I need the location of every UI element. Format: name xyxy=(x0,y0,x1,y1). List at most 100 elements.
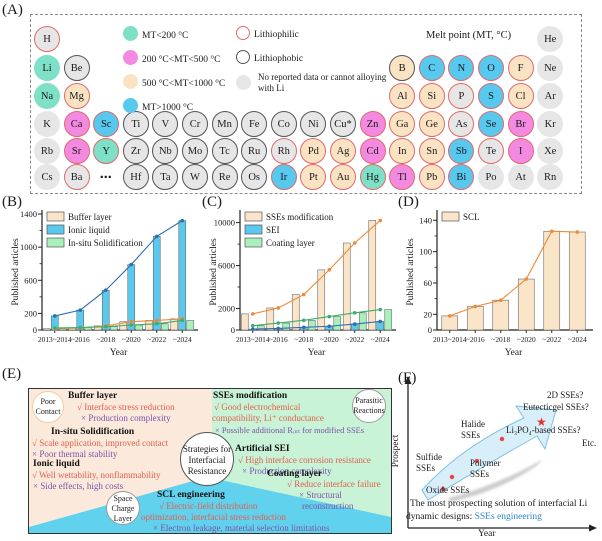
element-K: K xyxy=(34,111,60,137)
legend-label: MT<200 °C xyxy=(142,31,189,41)
element-Al: Al xyxy=(389,83,416,109)
legend-lithiophobic: Lithiophobic xyxy=(236,50,303,66)
milestone-dot xyxy=(440,486,446,492)
element-Ni: Ni xyxy=(300,111,327,137)
element-Au: Au xyxy=(330,164,356,190)
data-marker xyxy=(378,307,383,312)
bar xyxy=(256,325,265,331)
bar xyxy=(333,316,342,331)
y-tick-label: 60 xyxy=(424,278,433,288)
data-marker xyxy=(352,311,357,315)
element-Mn: Mn xyxy=(211,111,238,137)
data-marker xyxy=(549,229,554,234)
data-marker xyxy=(103,288,108,293)
element-Sn: Sn xyxy=(418,138,445,164)
bar xyxy=(441,315,459,331)
element-O: O xyxy=(478,55,504,81)
x-tick-label: 2013~2014 xyxy=(433,335,467,344)
legend-mt-lt200: MT<200 °C xyxy=(123,26,188,42)
legend-label: MT>1000 °C xyxy=(142,103,194,113)
legend-mt-gt1000: MT>1000 °C xyxy=(123,98,193,114)
element-Te: Te xyxy=(478,138,504,164)
legend-label: SCL xyxy=(463,212,480,222)
x-tick-label: ~2018 xyxy=(294,335,313,344)
data-marker xyxy=(301,325,306,330)
chart-sses-sei-coating: 0 2000 6000 10000 2013~2014 ~2016 ~2018 ~2020 ~2… xyxy=(204,204,399,366)
x-tick-label: ~2022 xyxy=(345,335,364,344)
legend-no-data xyxy=(236,75,255,91)
legend-lithiophilic: Lithiophilic xyxy=(236,26,299,42)
element-Sc: Sc xyxy=(93,111,120,137)
bar xyxy=(517,278,535,331)
x-tick-label: ~2020 xyxy=(517,335,536,344)
chart-c-svg: 0 2000 6000 10000 2013~2014 ~2016 ~2018 ~2020 ~2… xyxy=(209,210,396,358)
grey-swatch xyxy=(236,75,251,90)
element-Zn: Zn xyxy=(359,111,386,137)
element-In: In xyxy=(389,138,416,164)
trend-line xyxy=(252,320,381,330)
element-P: P xyxy=(448,83,475,109)
legend-swatch xyxy=(46,237,65,248)
legend-label: SSEs modification xyxy=(266,212,334,222)
bar xyxy=(42,328,51,331)
lithiophilic-ring-icon xyxy=(236,26,250,40)
year-axis-label: Year xyxy=(478,529,496,539)
element-Na: Na xyxy=(34,83,60,109)
legend-label: No reported data or cannot alloying xyxy=(258,72,387,82)
y-tick-label: 1000 xyxy=(20,242,37,252)
label-sulfide-sses: Sulfide SSEs xyxy=(416,452,442,473)
element-Cs: Cs xyxy=(34,164,60,190)
element-Cu: Cu* xyxy=(330,111,356,137)
element-Kr: Kr xyxy=(537,111,564,137)
element-At: At xyxy=(507,164,534,190)
x-tick-label: ~2018 xyxy=(96,335,115,344)
element-Cl: Cl xyxy=(507,83,534,109)
data-marker xyxy=(378,218,383,223)
bar xyxy=(568,231,586,331)
x-tick-label: ~2016 xyxy=(269,335,288,344)
scl-engineering-heading: SCL engineering xyxy=(157,490,225,500)
peach-swatch xyxy=(123,74,138,89)
element-Rh: Rh xyxy=(270,138,297,164)
data-marker xyxy=(276,306,281,310)
panel-e-label: (E) xyxy=(2,366,22,382)
lithiophobic-ring-icon xyxy=(236,50,250,64)
element-Ti: Ti xyxy=(122,111,149,137)
bar xyxy=(144,320,153,331)
artificial-sei-heading: Artificial SEI xyxy=(235,444,290,454)
y-axis-title: Published articles xyxy=(209,238,219,306)
element-Ar: Ar xyxy=(537,83,564,109)
bar xyxy=(466,306,484,331)
data-marker xyxy=(129,319,134,324)
data-marker xyxy=(129,262,134,267)
x-axis-title: Year xyxy=(308,348,326,358)
data-marker xyxy=(447,314,452,318)
element-Ru: Ru xyxy=(241,138,268,164)
panel-c-label: (C) xyxy=(202,194,222,210)
trend-line xyxy=(252,220,381,315)
element-Mg: Mg xyxy=(63,83,90,109)
x-tick-label: ~2022 xyxy=(542,335,561,344)
strategies-diagram: Poor Contact Parasitic Reactions Space C… xyxy=(28,388,392,534)
bar xyxy=(101,289,110,331)
legend-mt-200-500: 200 °C<MT<500 °C xyxy=(123,50,221,66)
y-tick-label: 0 xyxy=(428,325,432,335)
coating-layer-heading: Coating layer xyxy=(267,469,323,479)
data-marker xyxy=(154,318,159,323)
ionic-liquid-heading: Ionic liquid xyxy=(33,459,80,469)
y-tick-label: 2000 xyxy=(218,304,235,314)
panel-a-label: (A) xyxy=(2,2,23,18)
x-axis-title: Year xyxy=(110,348,128,358)
bar xyxy=(266,307,275,331)
data-marker xyxy=(575,230,580,234)
bar xyxy=(358,312,367,331)
sses-engineering-highlight: SSEs engineering xyxy=(474,512,542,522)
sses-modification-heading: SSEs modification xyxy=(213,391,288,401)
element-Pt: Pt xyxy=(300,164,327,190)
y-tick-label: 200 xyxy=(24,308,37,318)
bar xyxy=(170,318,179,331)
x-tick-label: ~2016 xyxy=(71,335,90,344)
element-Ba: Ba xyxy=(63,164,90,190)
prospect-axis-label: Prospect xyxy=(391,434,401,468)
x-tick-label: 2013~2014 xyxy=(236,335,270,344)
